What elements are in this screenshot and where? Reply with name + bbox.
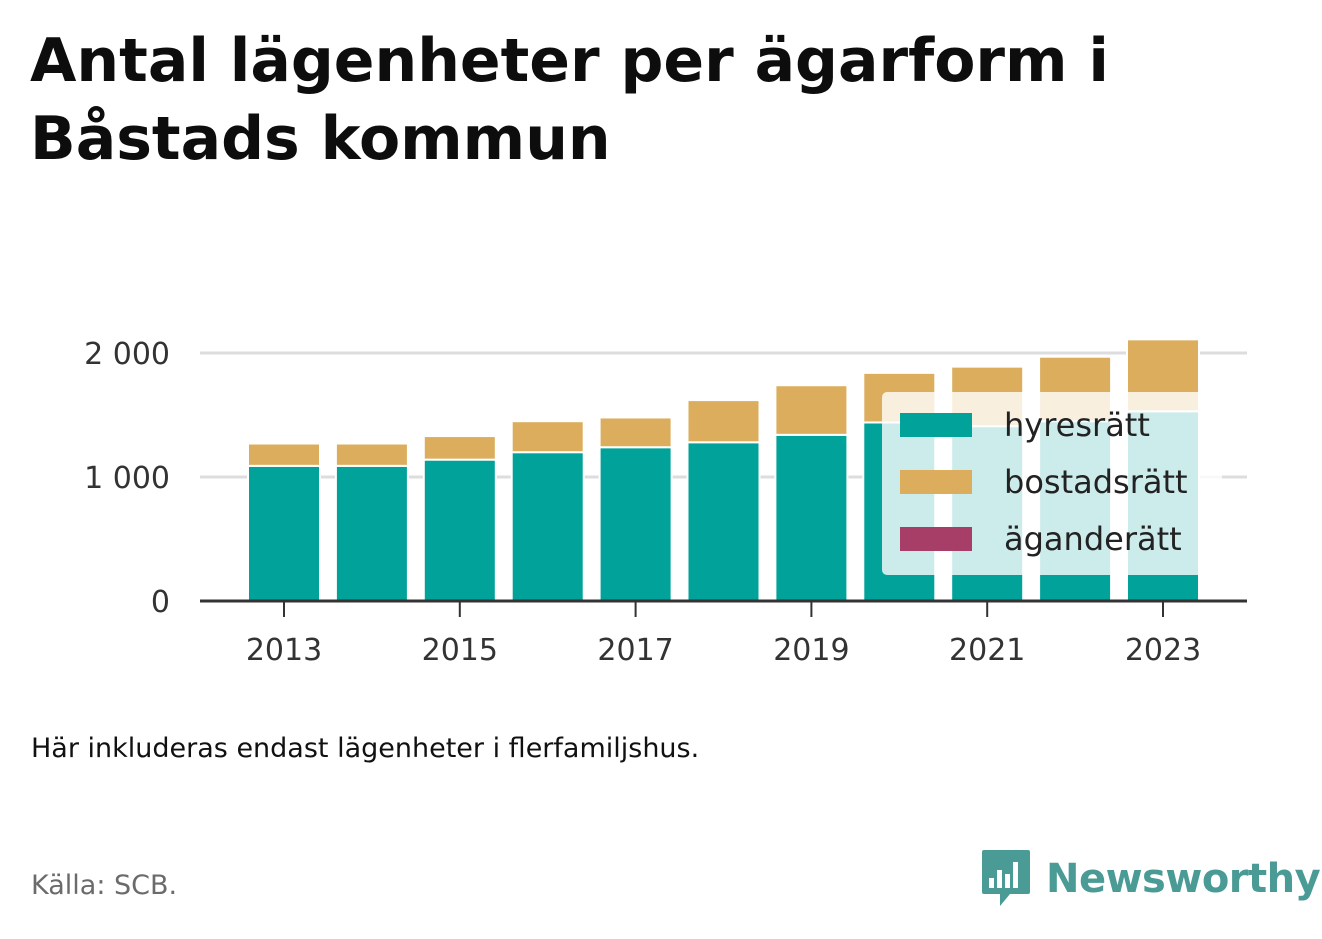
bar-2017-hyresratt	[598, 446, 673, 602]
legend-label-hyresratt: hyresrätt	[1004, 406, 1150, 444]
bar-2013-bostadsratt	[247, 442, 321, 467]
source-text: Källa: SCB.	[31, 870, 178, 901]
brand-logo: Newsworthy	[980, 848, 1321, 910]
newsworthy-logo-icon	[982, 850, 1030, 906]
chart-title: Antal lägenheter per ägarform i Båstads …	[30, 26, 1109, 174]
bar-2019-hyresratt	[774, 433, 849, 602]
legend-label-aganderatt: äganderätt	[1004, 520, 1182, 558]
x-tick-label: 2013	[246, 633, 322, 668]
bar-2016-hyresratt	[510, 451, 585, 603]
x-tick-label: 2017	[597, 633, 673, 668]
legend-label-bostadsratt: bostadsrätt	[1004, 463, 1188, 501]
bar-2013-hyresratt	[247, 464, 321, 602]
x-tick-label: 2015	[422, 633, 498, 668]
x-tick-label: 2019	[773, 633, 849, 668]
y-tick-label: 1 000	[84, 461, 170, 496]
bar-2015-bostadsratt	[422, 435, 497, 461]
x-axis: 2013 2015 2017 2019 2021 2023	[200, 599, 1247, 668]
x-tick-label: 2021	[949, 633, 1025, 668]
legend-swatch-hyresratt	[900, 413, 972, 437]
legend-swatch-bostadsratt	[900, 470, 972, 494]
bar-2017-bostadsratt	[598, 416, 673, 449]
bar-2015-hyresratt	[422, 458, 497, 603]
bar-2014-hyresratt	[334, 464, 409, 602]
chart-note: Här inkluderas endast lägenheter i flerf…	[31, 733, 700, 764]
bar-2018-hyresratt	[686, 441, 761, 602]
bar-2014-bostadsratt	[334, 442, 409, 467]
bar-2019-bostadsratt	[774, 384, 849, 436]
y-axis-ticks: 0 1 000 2 000	[84, 337, 170, 620]
brand-name: Newsworthy	[1046, 856, 1321, 902]
y-tick-label: 2 000	[84, 337, 170, 372]
x-tick-label: 2023	[1125, 633, 1201, 668]
legend-swatch-aganderatt	[900, 527, 972, 551]
legend: hyresrätt bostadsrätt äganderätt	[882, 392, 1222, 575]
bar-2018-bostadsratt	[686, 399, 761, 444]
y-tick-label: 0	[151, 585, 170, 620]
bar-2016-bostadsratt	[510, 420, 585, 454]
